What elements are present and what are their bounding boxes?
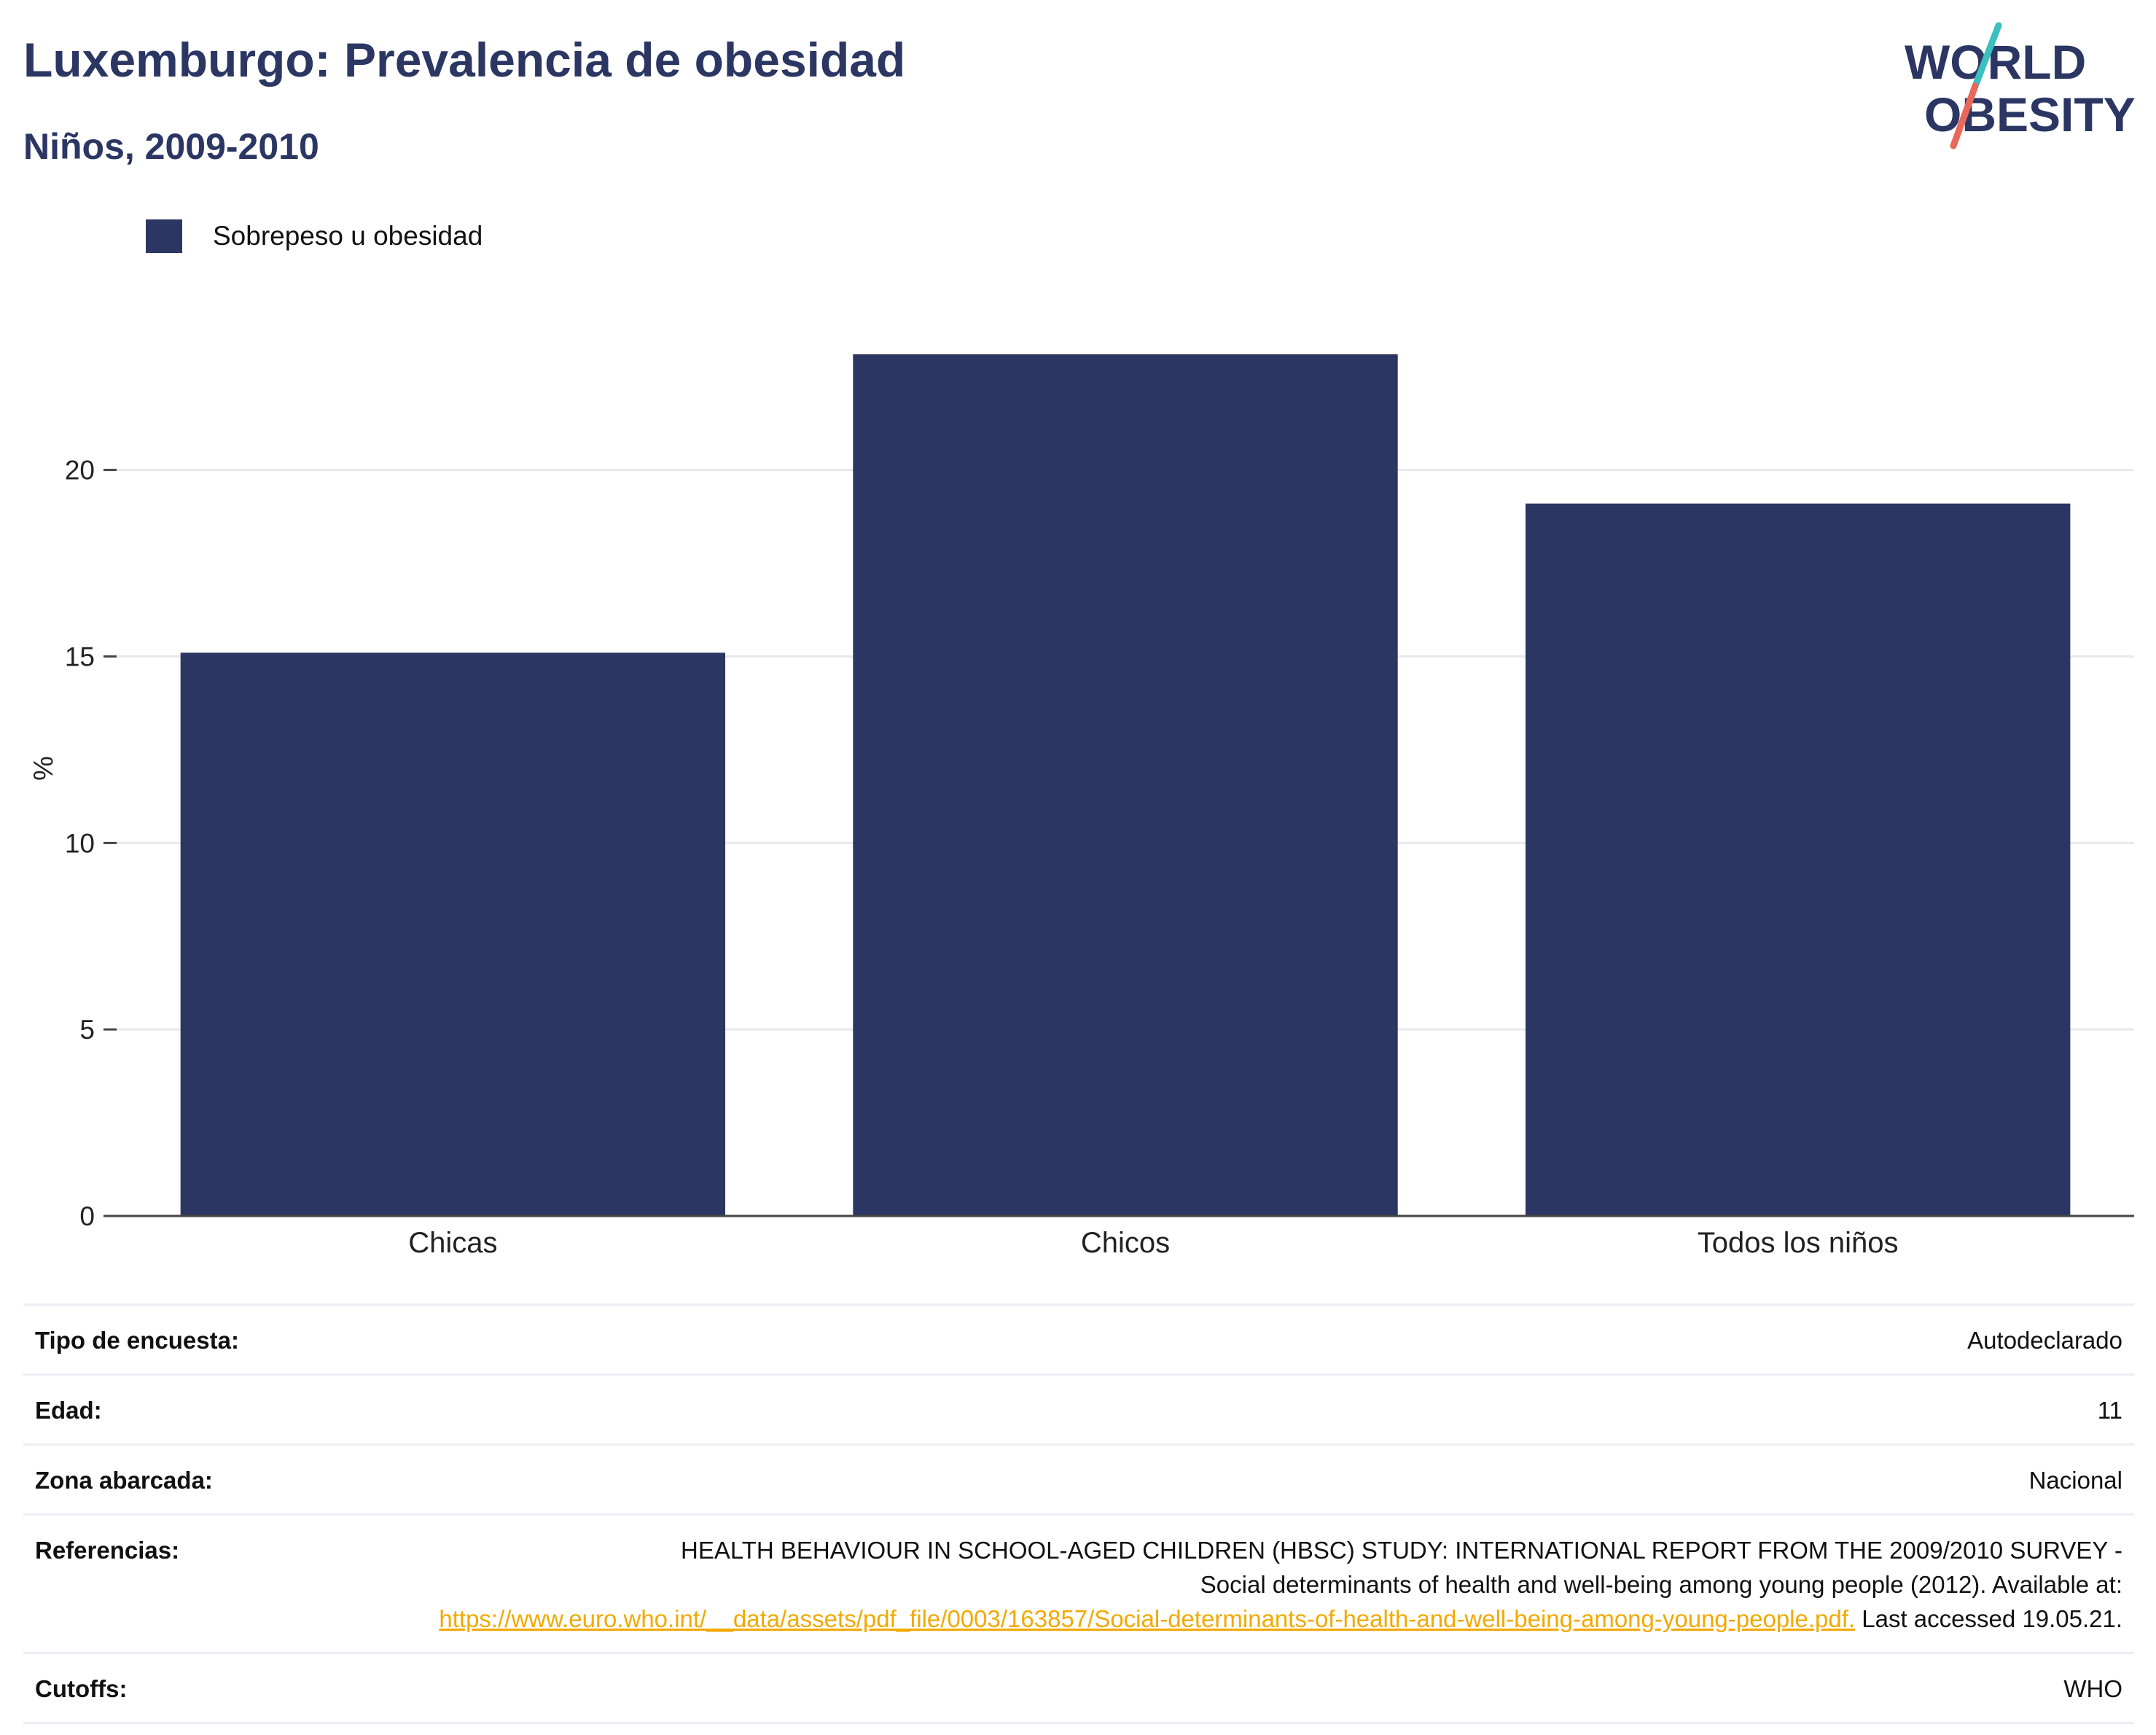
area-label: Zona abarcada: [35, 1467, 213, 1494]
legend-label: Sobrepeso u obesidad [213, 221, 483, 251]
x-tick-label: Chicas [408, 1227, 497, 1259]
reference-link[interactable]: https://www.euro.who.int/__data/assets/p… [439, 1605, 1856, 1632]
y-tick-label: 15 [65, 642, 95, 672]
bar-2 [853, 354, 1398, 1216]
bar-1 [180, 652, 726, 1216]
x-tick-label: Chicos [1081, 1227, 1170, 1259]
info-row-cutoffs: Cutoffs: WHO [23, 1653, 2134, 1723]
info-row-area: Zona abarcada: Nacional [23, 1444, 2134, 1515]
info-table: Tipo de encuesta: Autodeclarado Edad: 11… [23, 1303, 2134, 1724]
info-row-age: Edad: 11 [23, 1374, 2134, 1445]
y-tick-label: 10 [65, 828, 95, 858]
survey-type-value: Autodeclarado [1967, 1327, 2122, 1354]
x-tick-label: Todos los niños [1698, 1227, 1899, 1259]
survey-type-label: Tipo de encuesta: [35, 1327, 239, 1354]
bar-chart: 0 5 10 15 20% Chicas Chicos Todos los niños [28, 354, 2134, 1259]
reference-text-line2: Social determinants of health and well-b… [1200, 1571, 2122, 1598]
legend-swatch [146, 219, 182, 253]
cutoffs-value: WHO [2063, 1675, 2122, 1702]
page-subtitle: Niños, 2009-2010 [23, 126, 319, 167]
bar-3 [1525, 503, 2071, 1216]
logo-text-world: WORLD [1905, 35, 2086, 89]
y-tick-label: 0 [79, 1201, 95, 1231]
y-tick-label: 20 [65, 456, 95, 486]
age-label: Edad: [35, 1397, 102, 1424]
y-axis-label: % [28, 756, 59, 781]
reference-accessed: Last accessed 19.05.21. [1862, 1605, 2122, 1632]
reference-text-line1: HEALTH BEHAVIOUR IN SCHOOL-AGED CHILDREN… [680, 1537, 2122, 1564]
age-value: 11 [2097, 1397, 2122, 1424]
area-value: Nacional [2028, 1467, 2122, 1494]
logo-slash-bottom [1950, 82, 1979, 149]
info-row-survey-type: Tipo de encuesta: Autodeclarado [23, 1304, 2134, 1375]
logo-slash-top [1972, 22, 2002, 90]
references-value: HEALTH BEHAVIOUR IN SCHOOL-AGED CHILDREN… [426, 1515, 2134, 1653]
info-row-references: Referencias: HEALTH BEHAVIOUR IN SCHOOL-… [23, 1514, 2134, 1653]
page-title: Luxemburgo: Prevalencia de obesidad [23, 33, 906, 87]
references-label: Referencias: [35, 1537, 180, 1564]
cutoffs-label: Cutoffs: [35, 1675, 128, 1702]
chart-legend[interactable]: Sobrepeso u obesidad [146, 216, 483, 257]
world-obesity-logo: WORLD OBESITY [1905, 22, 2136, 149]
y-tick-label: 5 [79, 1015, 95, 1045]
